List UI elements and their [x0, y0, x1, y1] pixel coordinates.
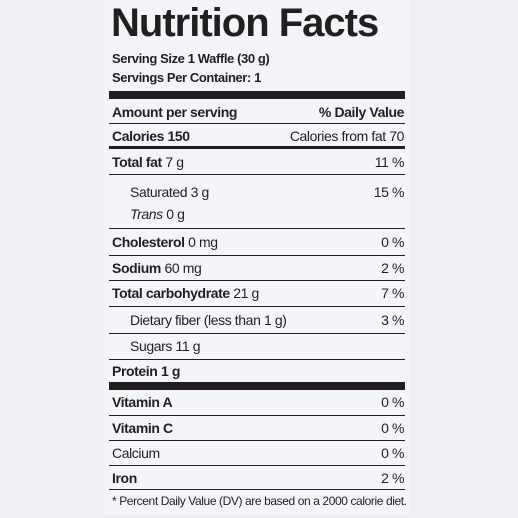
nutrient-row: Saturated 3 g	[130, 183, 209, 201]
rule	[109, 440, 405, 441]
nutrient-name: Trans	[130, 206, 163, 222]
nutrient-name: Total carbohydrate	[112, 285, 230, 301]
footnote: * Percent Daily Value (DV) are based on …	[112, 494, 407, 508]
nutrient-name: Saturated	[130, 184, 188, 200]
daily-value: 11 %	[374, 154, 405, 170]
nutrient-amount: 3 g	[190, 184, 210, 200]
nutrition-label	[104, 0, 410, 514]
nutrient-name: Sodium	[112, 260, 161, 276]
nutrient-amount: 0 mg	[188, 234, 218, 250]
rule	[109, 306, 405, 307]
daily-value: 2 %	[381, 260, 404, 276]
daily-value: 15 %	[373, 184, 405, 200]
vitamin-name: Calcium	[112, 445, 160, 461]
dv-header: % Daily Value	[318, 104, 404, 120]
rule	[109, 91, 405, 99]
nutrient-amount: 60 mg	[164, 260, 202, 276]
nutrient-name: Total fat	[112, 154, 162, 170]
rule	[109, 146, 405, 149]
calories: Calories 150	[112, 128, 190, 144]
nutrient-row: Total carbohydrate 21 g	[112, 284, 259, 302]
servings-per-container: Servings Per Container: 1	[112, 70, 261, 85]
nutrient-amount: 0 g	[166, 206, 185, 222]
vitamin-name: Vitamin C	[112, 420, 173, 436]
vitamin-name: Vitamin A	[112, 394, 173, 410]
nutrient-row: Total fat 7 g	[112, 153, 184, 171]
nutrient-row: Sugars 11 g	[130, 337, 200, 355]
amount-header: Amount per serving	[112, 104, 238, 120]
rule	[109, 359, 405, 360]
vitamin-name: Iron	[112, 470, 137, 486]
daily-value: 7 %	[381, 285, 404, 301]
daily-value: 0 %	[381, 445, 404, 461]
daily-value: 0 %	[381, 394, 404, 410]
nutrient-amount: 7 g	[165, 154, 184, 170]
rule	[109, 465, 405, 466]
nutrient-name: Sugars	[130, 338, 172, 354]
rule	[109, 123, 405, 124]
rule	[109, 415, 405, 416]
serving-size: Serving Size 1 Waffle (30 g)	[112, 51, 270, 66]
nutrient-row: Protein 1 g	[112, 362, 180, 380]
daily-value: 0 %	[381, 420, 404, 436]
nutrient-amount: 21 g	[233, 285, 259, 301]
daily-value: 0 %	[381, 234, 404, 250]
nutrient-row: Trans 0 g	[130, 205, 185, 223]
rule	[109, 382, 405, 390]
nutrient-row: Sodium 60 mg	[112, 259, 202, 277]
daily-value: 2 %	[381, 470, 404, 486]
rule	[109, 489, 405, 490]
nutrient-name: Protein	[112, 363, 158, 379]
title: Nutrition Facts	[111, 1, 379, 45]
rule	[109, 174, 405, 175]
nutrient-amount: 11 g	[175, 338, 201, 354]
nutrient-name: Cholesterol	[112, 234, 185, 250]
nutrient-name: Dietary fiber (less than 1 g)	[130, 312, 287, 328]
rule	[109, 280, 405, 281]
calories-from-fat: Calories from fat 70	[289, 128, 405, 144]
rule	[109, 255, 405, 256]
daily-value: 3 %	[381, 312, 404, 328]
rule	[109, 333, 405, 334]
nutrient-amount: 1 g	[160, 363, 180, 379]
rule	[109, 228, 405, 229]
nutrient-row: Cholesterol 0 mg	[112, 233, 218, 251]
